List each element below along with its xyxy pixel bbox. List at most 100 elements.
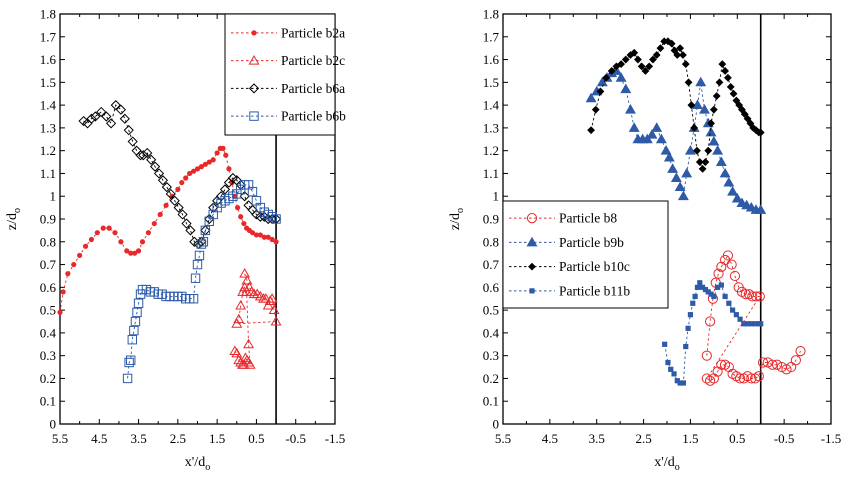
y-tick-label: 0.1 xyxy=(40,394,56,409)
data-point xyxy=(667,39,676,48)
data-point xyxy=(709,105,718,114)
legend-marker xyxy=(248,83,260,94)
data-point xyxy=(712,92,721,100)
data-point xyxy=(234,205,241,211)
legend-marker xyxy=(526,236,538,247)
y-tick-label: 0 xyxy=(50,417,57,432)
legend: Particle b2a Particle b2c Particle b6a Part… xyxy=(224,13,346,136)
y-tick-label: 1.5 xyxy=(40,75,56,90)
data-point xyxy=(746,119,755,128)
data-point xyxy=(733,312,739,318)
data-point xyxy=(82,243,89,249)
data-point xyxy=(65,271,71,277)
data-point xyxy=(241,220,247,227)
data-point xyxy=(145,230,151,236)
data-point xyxy=(157,175,169,186)
data-point xyxy=(253,232,260,238)
data-point xyxy=(744,321,751,327)
data-point xyxy=(719,167,731,178)
data-point xyxy=(86,113,97,124)
data-point xyxy=(90,111,101,122)
data-point xyxy=(266,293,278,303)
data-point xyxy=(651,122,663,132)
x-tick-label: -1.5 xyxy=(821,431,842,446)
data-point xyxy=(665,359,671,366)
data-point xyxy=(194,166,201,172)
data-point xyxy=(695,158,704,166)
data-point xyxy=(758,321,764,327)
data-point xyxy=(680,380,686,386)
data-point xyxy=(264,295,276,305)
data-point xyxy=(187,170,193,177)
data-point xyxy=(693,146,701,155)
data-point xyxy=(646,129,658,139)
data-point xyxy=(624,104,636,114)
y-tick-label: 1.2 xyxy=(40,143,56,158)
y-tick-label: 1.1 xyxy=(483,166,499,181)
data-point xyxy=(740,289,751,300)
y-tick-label: 1.1 xyxy=(40,166,56,181)
data-point xyxy=(641,133,653,144)
data-point xyxy=(241,274,253,285)
data-point xyxy=(129,325,139,336)
y-tick-label: 0.8 xyxy=(40,234,56,249)
y-tick-label: 0.5 xyxy=(40,303,56,318)
data-point xyxy=(169,195,180,206)
data-point xyxy=(701,158,710,166)
data-point xyxy=(220,145,226,151)
data-point xyxy=(716,359,727,370)
legend-label: Particle b9b xyxy=(559,235,624,250)
data-point xyxy=(690,123,699,132)
legend-marker xyxy=(526,213,538,224)
data-point xyxy=(705,289,711,295)
y-tick-label: 0.4 xyxy=(40,325,57,340)
data-point xyxy=(722,293,728,300)
y-tick-label: 0.2 xyxy=(483,371,499,386)
y-axis-label: z/do xyxy=(5,208,23,230)
data-point xyxy=(670,46,679,55)
data-point xyxy=(214,150,220,156)
data-point xyxy=(243,200,254,211)
data-point xyxy=(260,293,272,303)
y-tick-label: 0 xyxy=(493,417,500,432)
data-point xyxy=(71,261,77,268)
data-point xyxy=(795,346,806,357)
series-particle-b8 xyxy=(701,250,806,386)
data-point xyxy=(762,357,773,368)
data-point xyxy=(128,250,134,256)
data-point xyxy=(726,300,732,306)
data-point xyxy=(112,230,118,236)
data-point xyxy=(707,119,715,128)
legend-marker xyxy=(528,262,536,271)
data-point xyxy=(135,248,142,254)
x-tick-label: 1.5 xyxy=(209,431,225,446)
data-point xyxy=(715,156,727,167)
data-point xyxy=(685,325,691,331)
data-point xyxy=(130,316,141,327)
data-point xyxy=(127,335,137,345)
legend-box xyxy=(224,13,336,136)
data-point xyxy=(660,145,672,155)
data-point xyxy=(698,164,707,173)
data-point xyxy=(674,378,680,384)
y-tick-label: 1.4 xyxy=(40,98,57,113)
data-point xyxy=(652,51,661,59)
y-tick-label: 0.8 xyxy=(483,234,499,249)
y-tick-label: 1.4 xyxy=(483,98,500,113)
data-point xyxy=(687,312,694,318)
data-point xyxy=(96,106,107,118)
data-point xyxy=(185,225,196,236)
y-tick-label: 0.9 xyxy=(483,212,499,227)
y-tick-label: 0.7 xyxy=(483,257,500,272)
data-point xyxy=(263,213,274,225)
data-point xyxy=(177,209,188,220)
data-point xyxy=(790,355,801,366)
data-point xyxy=(699,104,710,114)
y-tick-label: 1.5 xyxy=(483,75,499,90)
data-point xyxy=(735,101,744,110)
data-point xyxy=(138,150,149,161)
data-point xyxy=(124,248,130,254)
data-point xyxy=(106,225,112,231)
data-point xyxy=(249,230,256,236)
data-point xyxy=(726,259,737,270)
